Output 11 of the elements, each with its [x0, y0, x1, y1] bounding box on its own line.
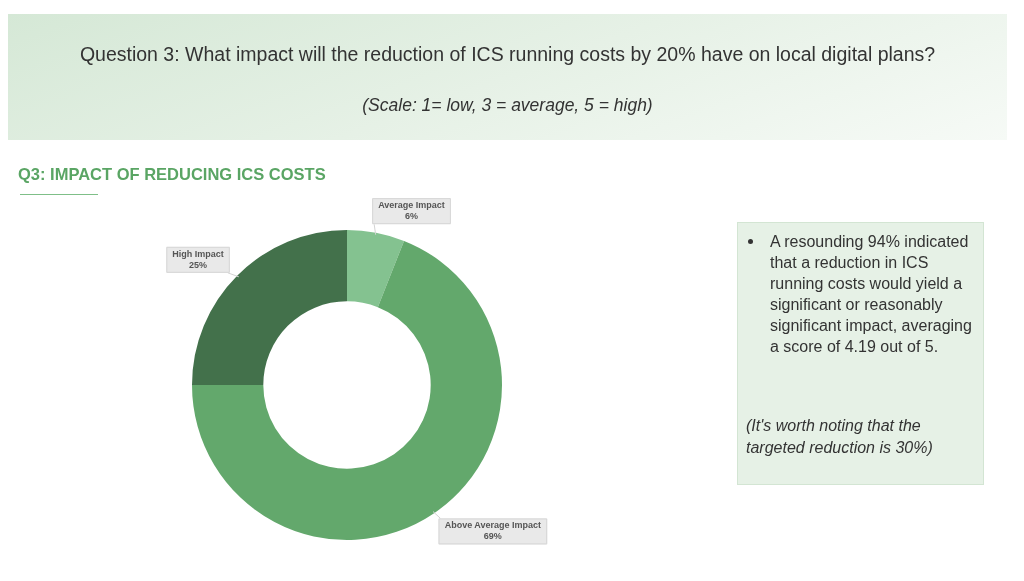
- slice-label: High Impact: [172, 248, 224, 259]
- text: Q3: IMPACT OF REDUCING ICS COSTS: [18, 165, 326, 184]
- data-label: 25%: [189, 259, 208, 270]
- data-label: 69%: [483, 531, 502, 542]
- text: (It's worth noting that the targeted reduction is 30%): [746, 416, 934, 458]
- data-label: 6%: [405, 211, 419, 222]
- chart-subtitle: (Scale: 1= low, 3 = average, 5 = high): [361, 95, 654, 116]
- chart-title: Question 3: What impact will the reduction of ICS running costs by 20% have on local digital plans?: [78, 43, 937, 66]
- slice-label: Above Average Impact: [444, 520, 542, 531]
- text: A resounding 94% indicated that a reduction in ICS running costs would yield a significant or reasonably significant impact, averaging a score of 4.19 out of 5.: [770, 232, 973, 357]
- slice-label: Average Impact: [378, 200, 445, 211]
